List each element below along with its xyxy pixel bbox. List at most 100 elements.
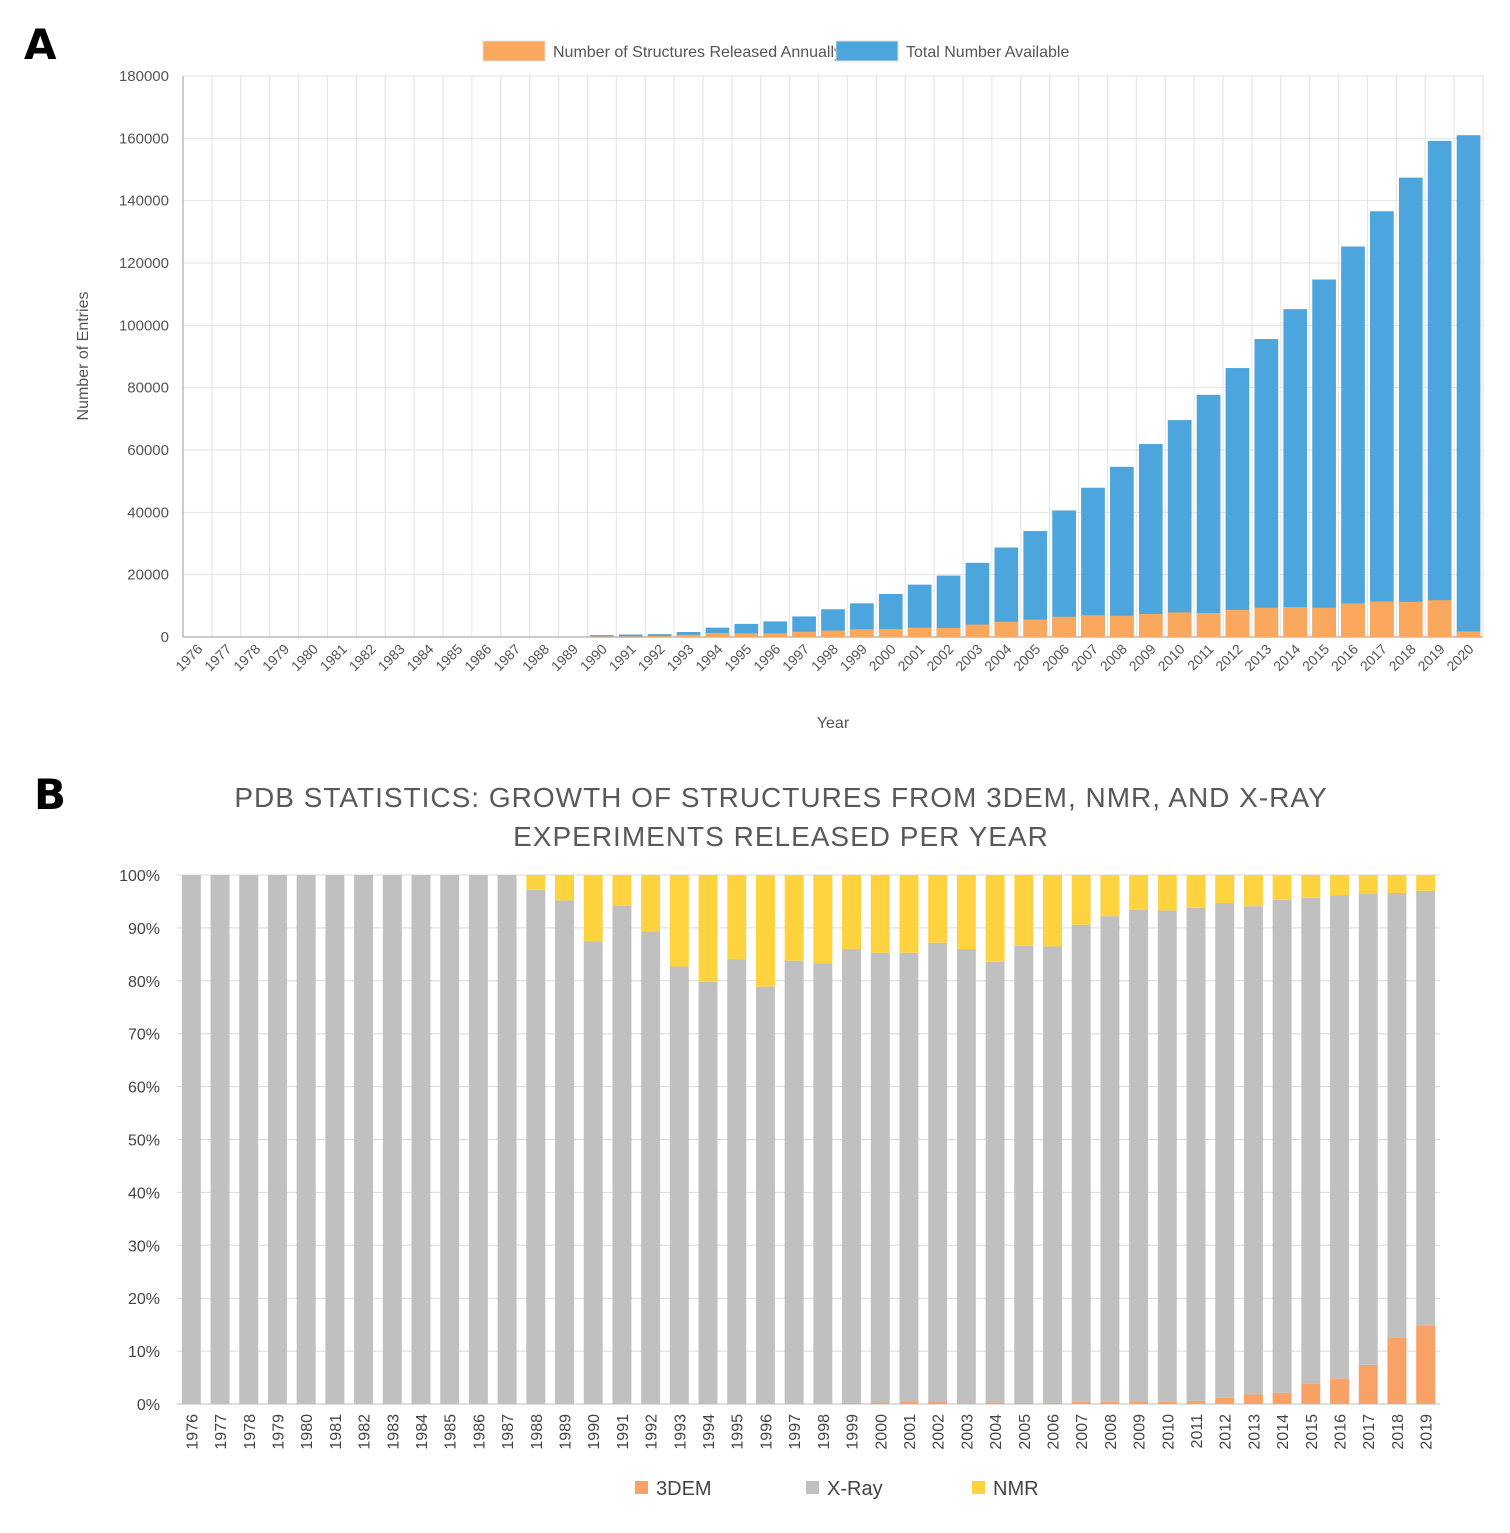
bar-xray-1996 xyxy=(755,986,775,1404)
bar-nmr-1993 xyxy=(669,875,689,967)
panel-label-b: B xyxy=(34,770,67,819)
x-tick-label: 1995 xyxy=(721,641,754,674)
x-tick-label: 2007 xyxy=(1074,1414,1091,1450)
bar-nmr-2000 xyxy=(870,875,890,953)
x-tick-label: 1980 xyxy=(288,641,321,674)
bar-total-2009 xyxy=(1138,444,1163,637)
x-tick-label: 2005 xyxy=(1010,641,1043,674)
bar-xray-1993 xyxy=(669,966,689,1404)
bar-total-2003 xyxy=(965,562,990,637)
bar-annual-2019 xyxy=(1427,600,1452,637)
bar-nmr-2015 xyxy=(1301,875,1321,898)
bar-nmr-2018 xyxy=(1387,875,1407,893)
bar-total-1993 xyxy=(676,632,701,637)
bar-3dem-2009 xyxy=(1129,1401,1149,1404)
bar-nmr-2012 xyxy=(1215,875,1235,904)
bar-nmr-2014 xyxy=(1272,875,1292,900)
bar-xray-1990 xyxy=(583,941,603,1404)
x-tick-label: 2001 xyxy=(894,641,927,674)
bar-xray-2010 xyxy=(1157,910,1177,1402)
bar-nmr-2008 xyxy=(1100,875,1120,917)
bar-annual-2010 xyxy=(1167,612,1192,637)
x-tick-label: 2018 xyxy=(1390,1414,1407,1450)
bar-total-2017 xyxy=(1370,211,1394,637)
x-tick-label: 1994 xyxy=(701,1414,718,1450)
bar-nmr-1997 xyxy=(784,875,804,961)
bar-3dem-2018 xyxy=(1387,1337,1407,1404)
x-tick-label: 1986 xyxy=(471,1414,488,1450)
bar-annual-2009 xyxy=(1138,613,1163,637)
x-tick-label: 1998 xyxy=(808,641,841,674)
y-tick-label: 180000 xyxy=(119,68,169,85)
bar-xray-2004 xyxy=(985,961,1005,1403)
x-tick-label: 1982 xyxy=(357,1414,374,1450)
x-tick-label: 1984 xyxy=(403,641,436,674)
legend-swatch-nmr xyxy=(972,1481,985,1494)
x-tick-label: 1987 xyxy=(490,641,523,674)
x-tick-label: 1980 xyxy=(299,1414,316,1450)
bar-total-2005 xyxy=(1023,531,1048,637)
bar-nmr-2013 xyxy=(1243,875,1263,907)
bar-nmr-2003 xyxy=(956,875,976,950)
bar-nmr-2010 xyxy=(1157,875,1177,911)
bar-3dem-2002 xyxy=(928,1401,948,1404)
bar-annual-2000 xyxy=(878,628,903,637)
bar-xray-1987 xyxy=(497,875,517,1404)
y-tick-label: 80% xyxy=(128,974,160,991)
x-tick-label: 1979 xyxy=(259,641,292,674)
bar-total-2000 xyxy=(878,593,903,637)
bar-xray-2005 xyxy=(1014,945,1034,1403)
y-tick-label: 90% xyxy=(128,921,160,938)
bar-xray-2018 xyxy=(1387,892,1407,1338)
bar-total-2006 xyxy=(1052,510,1076,637)
bar-xray-1984 xyxy=(411,875,431,1404)
bar-3dem-2008 xyxy=(1100,1401,1120,1404)
x-axis-title: Year xyxy=(817,715,850,732)
bar-3dem-2007 xyxy=(1071,1401,1091,1404)
bar-annual-1992 xyxy=(647,636,672,637)
bar-annual-1993 xyxy=(676,634,701,637)
bar-xray-2006 xyxy=(1043,946,1062,1403)
bar-xray-1992 xyxy=(641,931,661,1404)
bar-xray-1983 xyxy=(382,875,402,1404)
bar-annual-2013 xyxy=(1254,607,1279,637)
chart-title-line-1: EXPERIMENTS RELEASED PER YEAR xyxy=(513,821,1049,852)
bar-xray-2002 xyxy=(928,942,948,1402)
bar-3dem-1999 xyxy=(842,1402,862,1404)
bar-total-2015 xyxy=(1312,279,1336,637)
bar-nmr-1991 xyxy=(612,875,632,906)
y-tick-label: 20% xyxy=(128,1291,160,1308)
bar-annual-2006 xyxy=(1052,616,1076,637)
x-tick-label: 2013 xyxy=(1241,641,1274,674)
bar-nmr-1995 xyxy=(727,875,747,960)
x-tick-label: 1996 xyxy=(750,641,783,674)
bar-nmr-1999 xyxy=(842,875,862,950)
bar-annual-2020 xyxy=(1456,631,1481,637)
bar-xray-1989 xyxy=(555,900,574,1404)
x-tick-label: 2011 xyxy=(1189,1414,1206,1449)
x-tick-label: 2003 xyxy=(952,641,985,674)
bar-3dem-2001 xyxy=(899,1401,919,1404)
bar-total-2010 xyxy=(1167,420,1192,637)
bar-xray-1980 xyxy=(296,875,316,1404)
bar-xray-2014 xyxy=(1272,899,1292,1393)
bar-total-2013 xyxy=(1254,339,1279,637)
bar-annual-2011 xyxy=(1196,613,1221,637)
legend-swatch-3dem xyxy=(635,1481,648,1494)
y-tick-label: 40% xyxy=(128,1185,160,1202)
chart-method-share: PDB STATISTICS: GROWTH OF STRUCTURES FRO… xyxy=(119,782,1440,1500)
bar-annual-1998 xyxy=(821,630,845,637)
bar-nmr-1996 xyxy=(755,875,775,987)
bar-3dem-2015 xyxy=(1301,1383,1321,1404)
x-tick-label: 2014 xyxy=(1270,641,1303,674)
bar-nmr-1988 xyxy=(526,875,546,890)
bar-3dem-2014 xyxy=(1272,1392,1292,1404)
bar-total-2011 xyxy=(1196,394,1221,637)
y-tick-label: 20000 xyxy=(127,567,169,584)
x-tick-label: 1996 xyxy=(758,1414,775,1450)
bar-nmr-1994 xyxy=(698,875,718,982)
x-tick-label: 2001 xyxy=(902,1414,919,1450)
x-tick-label: 2004 xyxy=(988,1414,1005,1450)
bar-xray-1991 xyxy=(612,905,632,1404)
bar-xray-1979 xyxy=(267,875,287,1404)
